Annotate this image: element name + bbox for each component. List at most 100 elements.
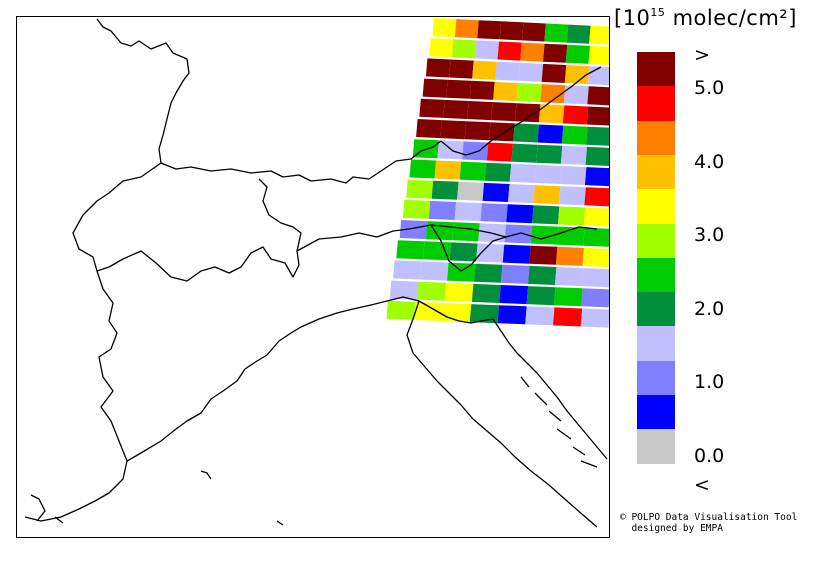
swath-pixel — [389, 280, 419, 300]
swath-pixel — [396, 240, 425, 260]
map-canvas[interactable] — [17, 17, 610, 538]
swath-pixel — [515, 103, 541, 123]
swath-pixel — [561, 125, 588, 145]
swath-pixel — [587, 66, 609, 86]
swath-pixel — [495, 61, 520, 81]
legend-swatch — [637, 257, 675, 293]
swath-pixel — [434, 160, 462, 180]
swath-pixel — [587, 86, 609, 106]
swath-pixel — [562, 105, 589, 125]
swath-pixel — [502, 244, 531, 264]
swath-pixel — [449, 59, 474, 79]
swath-pixel — [447, 262, 476, 282]
swath-pixel — [585, 146, 609, 166]
swath-pixel — [451, 39, 477, 59]
swath-pixel — [553, 287, 583, 307]
swath-pixel — [416, 119, 442, 139]
islands-croatia — [520, 376, 598, 468]
island-corsica — [30, 494, 64, 524]
border-austria-italy — [296, 224, 598, 252]
swath-pixel — [581, 268, 609, 288]
swath-pixel — [444, 282, 474, 302]
swath-pixel — [586, 106, 609, 126]
swath-pixel — [454, 19, 479, 39]
swath-pixel — [419, 98, 445, 118]
swath-pixel — [537, 124, 564, 144]
swath-pixel — [584, 187, 609, 207]
coast-croatia — [492, 318, 608, 460]
swath-pixel — [474, 263, 503, 283]
swath-pixel — [559, 166, 587, 186]
legend-swatch — [637, 326, 675, 361]
swath-pixel — [565, 44, 591, 64]
swath-pixel — [442, 303, 472, 323]
swath-pixel — [422, 241, 452, 261]
swath-pixel — [553, 307, 583, 327]
swath-pixel — [583, 227, 609, 247]
legend-tick-label: 0.0 — [694, 444, 725, 467]
swath-pixel — [530, 225, 559, 245]
swath-pixel — [564, 65, 590, 85]
swath-pixel — [499, 21, 524, 41]
swath-pixel — [554, 267, 584, 287]
swath-pixel — [540, 84, 566, 104]
swath-pixel — [484, 162, 512, 182]
swath-pixel — [501, 264, 530, 284]
swath-pixel — [522, 22, 546, 42]
swath-pixel — [516, 83, 542, 103]
swath-pixel — [493, 81, 519, 101]
legend-swatch — [637, 86, 675, 121]
swath-pixel — [558, 186, 586, 206]
swath-pixel — [527, 265, 557, 285]
swath-pixel — [399, 220, 428, 240]
legend-over-label: > — [694, 44, 710, 66]
swath-pixel — [409, 159, 437, 179]
swath-pixel — [488, 122, 515, 142]
swath-pixel — [454, 202, 482, 222]
unit-label: [1015 molec/cm²] — [614, 6, 797, 30]
swath-pixel — [541, 63, 567, 83]
legend-swatch — [637, 360, 675, 396]
swath-pixel — [482, 182, 510, 202]
satellite-swath-layer — [386, 18, 609, 328]
swath-pixel — [429, 38, 454, 58]
swath-pixel — [414, 301, 444, 321]
legend-tick-label: 4.0 — [694, 150, 725, 173]
swath-pixel — [566, 24, 591, 44]
swath-pixel — [582, 247, 609, 267]
island-elba — [200, 470, 212, 480]
border-france-italy — [24, 270, 128, 522]
swath-pixel — [459, 161, 487, 181]
swath-pixel — [402, 199, 431, 219]
swath-pixel — [533, 185, 561, 205]
swath-pixel — [538, 104, 565, 124]
swath-pixel — [474, 40, 499, 60]
legend-swatch — [637, 223, 675, 258]
swath-pixel — [526, 286, 556, 306]
swath-pixel — [534, 164, 562, 184]
swath-pixel — [560, 145, 588, 165]
swath-pixel — [520, 42, 545, 62]
swath-pixel — [469, 304, 499, 324]
swath-pixel — [583, 207, 609, 227]
swath-pixel — [480, 203, 508, 223]
swath-pixel — [536, 144, 563, 164]
swath-pixel — [497, 305, 527, 325]
swath-pixel — [467, 101, 493, 121]
swath-pixel — [476, 243, 505, 263]
swath-pixel — [440, 120, 467, 140]
legend-swatch — [637, 120, 675, 156]
swath-pixel — [509, 163, 537, 183]
legend-tick-label: 1.0 — [694, 371, 725, 393]
map-panel[interactable] — [16, 16, 610, 538]
legend-swatch — [637, 292, 675, 327]
swath-pixel — [425, 221, 454, 241]
legend-swatch — [637, 395, 675, 430]
legend-swatch — [637, 189, 675, 224]
swath-pixel — [469, 80, 495, 100]
swath-pixel — [513, 123, 540, 143]
swath-pixel — [452, 222, 480, 242]
swath-pixel — [393, 260, 422, 280]
legend-tick-label: 5.0 — [694, 77, 725, 99]
coast-liguria — [126, 368, 246, 462]
